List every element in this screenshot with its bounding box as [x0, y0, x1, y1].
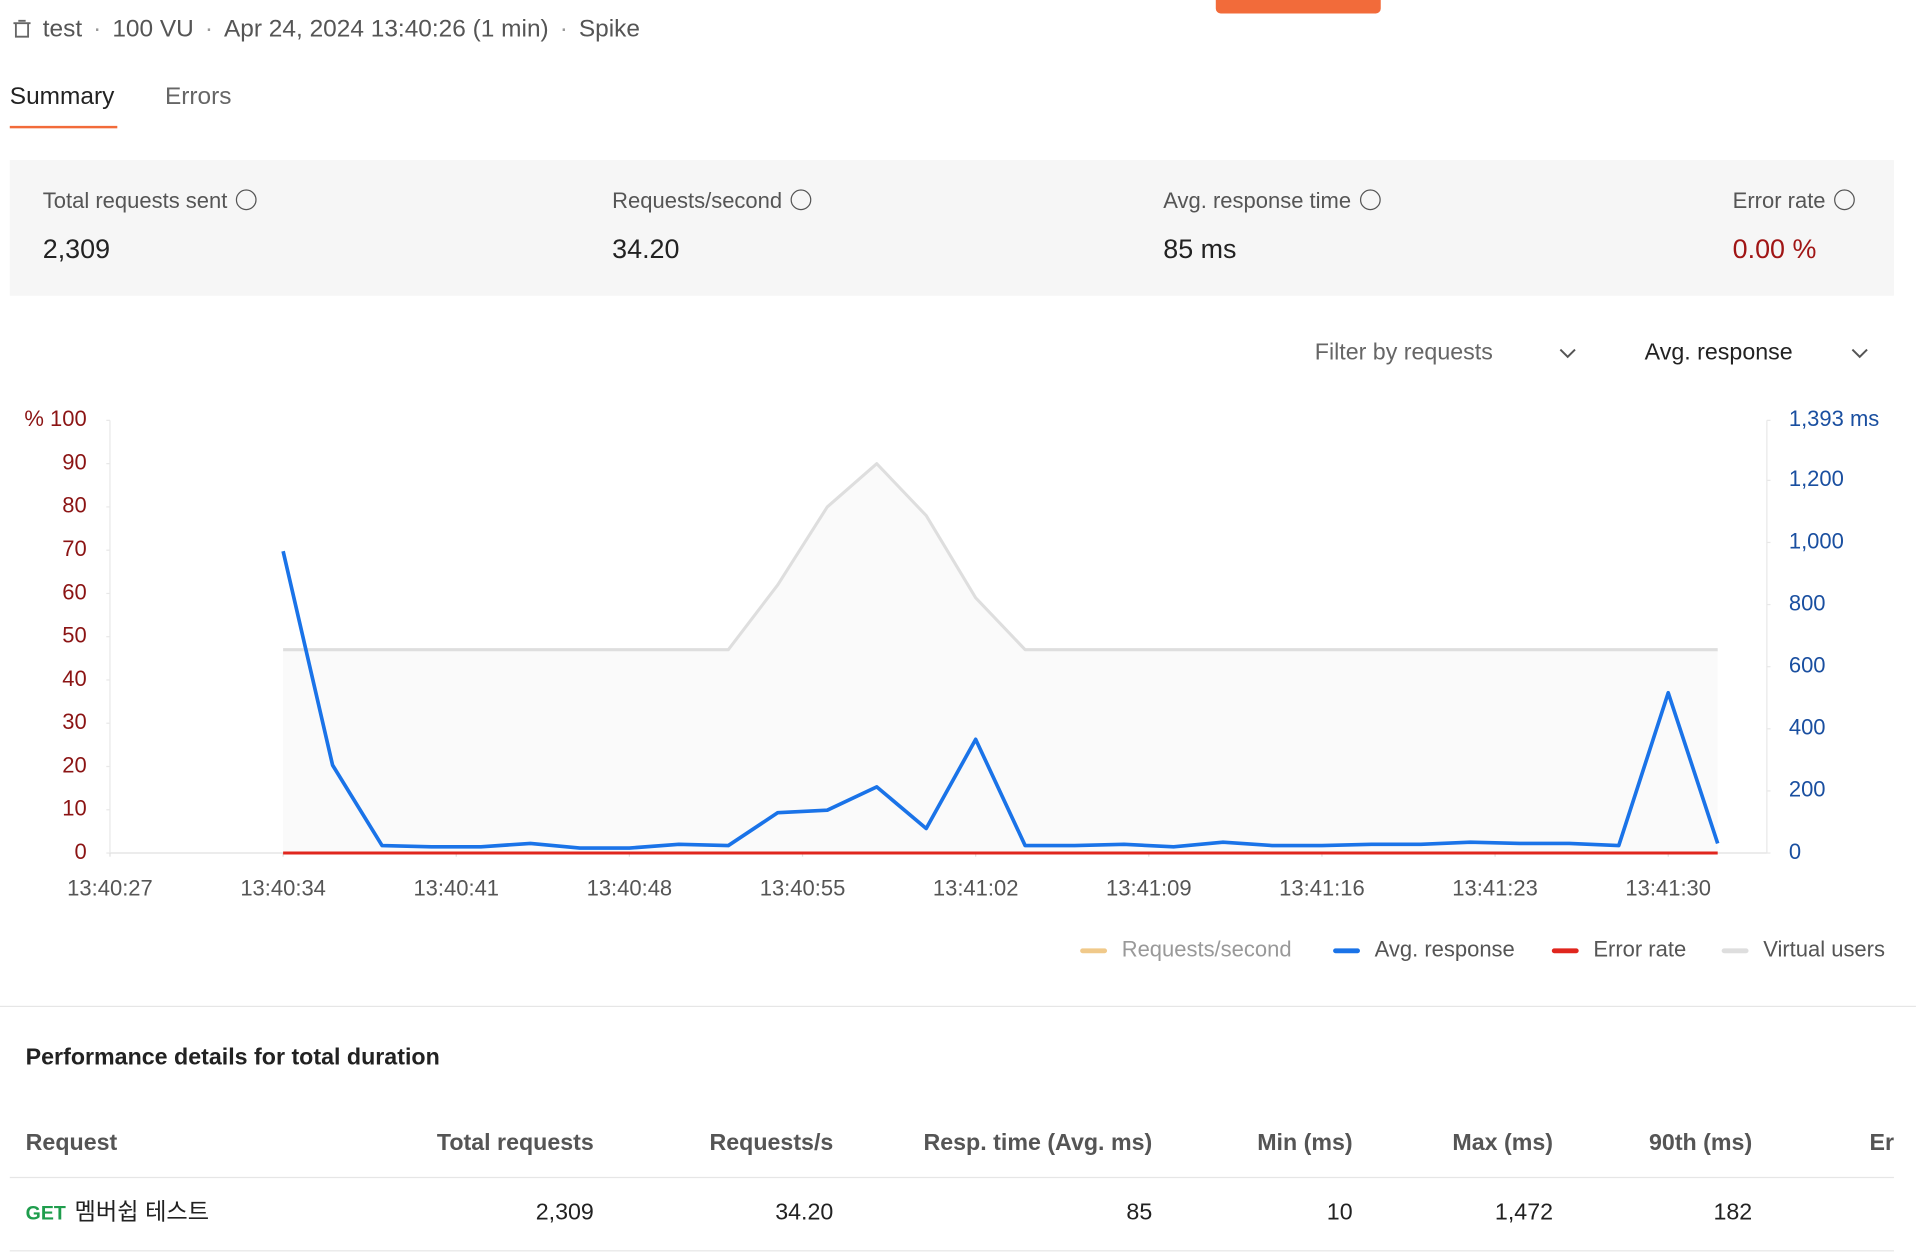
- run-vus: 100 VU: [112, 15, 194, 43]
- chevron: [1851, 348, 1868, 359]
- request-name[interactable]: 멤버쉽 테스트: [74, 1200, 210, 1226]
- stat-label: Error rate: [1733, 189, 1855, 211]
- tab[interactable]: Summary: [9, 83, 115, 110]
- info-icon[interactable]: [790, 189, 812, 211]
- legend-label: Error rate: [1593, 937, 1686, 962]
- info-icon[interactable]: [1359, 189, 1381, 211]
- tab[interactable]: Errors: [164, 83, 232, 110]
- column-header: Total requests: [436, 1130, 594, 1157]
- x-tick-label: 13:40:55: [760, 876, 846, 901]
- y-tick-label: 80: [62, 493, 86, 518]
- stat-value: 34.20: [612, 233, 680, 264]
- y-tick-label: 20: [62, 752, 86, 777]
- http-method: GET: [25, 1203, 66, 1225]
- y2-tick-label: 200: [1789, 777, 1826, 802]
- y-tick-label: 30: [62, 709, 86, 734]
- y2-tick-label: 800: [1789, 590, 1826, 615]
- x-tick-label: 13:40:48: [587, 876, 673, 901]
- info-icon[interactable]: [1834, 189, 1855, 211]
- chevron: [1559, 348, 1576, 359]
- y2-tick-label: 400: [1789, 715, 1826, 740]
- table-title: Performance details for total duration: [25, 1044, 440, 1071]
- stat-value: 2,309: [42, 233, 111, 264]
- run-profile: Spike: [578, 15, 640, 43]
- y-tick-label: 60: [62, 579, 86, 604]
- y2-tick-label: 0: [1789, 839, 1801, 864]
- column-header: Er: [1869, 1130, 1895, 1157]
- y-tick-label: 40: [62, 666, 86, 691]
- run-button[interactable]: [1215, 0, 1381, 14]
- chart: 0 10 20 30 40 50 60 70 80 90 % 100 0 200 400 600 800 1,0…: [24, 406, 1885, 962]
- column-header: Resp. time (Avg. ms): [923, 1130, 1153, 1157]
- stat-label: Total requests sent: [43, 189, 257, 211]
- stat-value: 0.00 %: [1732, 233, 1817, 264]
- x-tick-label: 13:40:41: [413, 876, 499, 901]
- info-icon[interactable]: [235, 189, 257, 211]
- y-tick-label: 70: [62, 536, 86, 561]
- cell: 2,309: [535, 1200, 594, 1226]
- x-tick-label: 13:41:16: [1279, 876, 1365, 901]
- stat-value: 85 ms: [1163, 233, 1237, 264]
- legend-label: Requests/second: [1122, 937, 1292, 962]
- x-tick-label: 13:41:23: [1452, 876, 1538, 901]
- row-divider: [9, 1250, 1894, 1252]
- cell: 34.20: [775, 1200, 834, 1226]
- cell: 85: [1126, 1200, 1153, 1226]
- column-header: Max (ms): [1452, 1130, 1554, 1157]
- x-tick-label: 13:40:27: [67, 876, 153, 901]
- series-line: [283, 462, 1718, 652]
- run-meta: test · 100 VU · Apr 24, 2024 13:40:26 (1 min…: [42, 15, 640, 43]
- x-tick-label: 13:41:09: [1106, 876, 1192, 901]
- y2-tick-label: 1,393 ms: [1789, 406, 1879, 431]
- x-tick-label: 13:41:30: [1625, 876, 1711, 901]
- y-tick-label: 50: [62, 623, 86, 648]
- tab-indicator: [9, 125, 118, 129]
- stats-panel: [9, 160, 1894, 296]
- divider: [0, 1005, 1916, 1008]
- y2-tick-label: 1,000: [1789, 528, 1844, 553]
- column-header: 90th (ms): [1648, 1130, 1753, 1157]
- stat-label: Avg. response time: [1163, 189, 1381, 211]
- y-tick-label: 0: [75, 839, 87, 864]
- cell: 10: [1326, 1200, 1353, 1226]
- filter-dropdown[interactable]: Filter by requests: [1314, 339, 1493, 366]
- stat-label: Requests/second: [612, 189, 812, 211]
- column-header: Min (ms): [1257, 1130, 1353, 1157]
- y-tick-label: 90: [62, 449, 86, 474]
- run-start: Apr 24, 2024 13:40:26 (1 min): [223, 15, 549, 43]
- area: [283, 463, 1718, 854]
- cell: 1,472: [1494, 1200, 1554, 1226]
- y-tick-label: % 100: [24, 406, 86, 431]
- metric-dropdown[interactable]: Avg. response: [1644, 339, 1793, 366]
- y2-tick-label: 600: [1789, 652, 1826, 677]
- collection-icon: [13, 19, 31, 38]
- legend-label: Avg. response: [1375, 937, 1515, 962]
- x-tick-label: 13:41:02: [933, 876, 1019, 901]
- y2-tick-label: 1,200: [1789, 466, 1844, 491]
- column-header: Requests/s: [709, 1130, 834, 1157]
- x-tick-label: 13:40:34: [240, 876, 326, 901]
- run-name: test: [42, 15, 83, 43]
- cell: 182: [1713, 1200, 1753, 1226]
- y-tick-label: 10: [62, 796, 86, 821]
- column-header: Request: [25, 1130, 118, 1157]
- series-line: [281, 550, 1720, 850]
- row-divider: [9, 1176, 1894, 1179]
- legend-label: Virtual users: [1763, 937, 1885, 962]
